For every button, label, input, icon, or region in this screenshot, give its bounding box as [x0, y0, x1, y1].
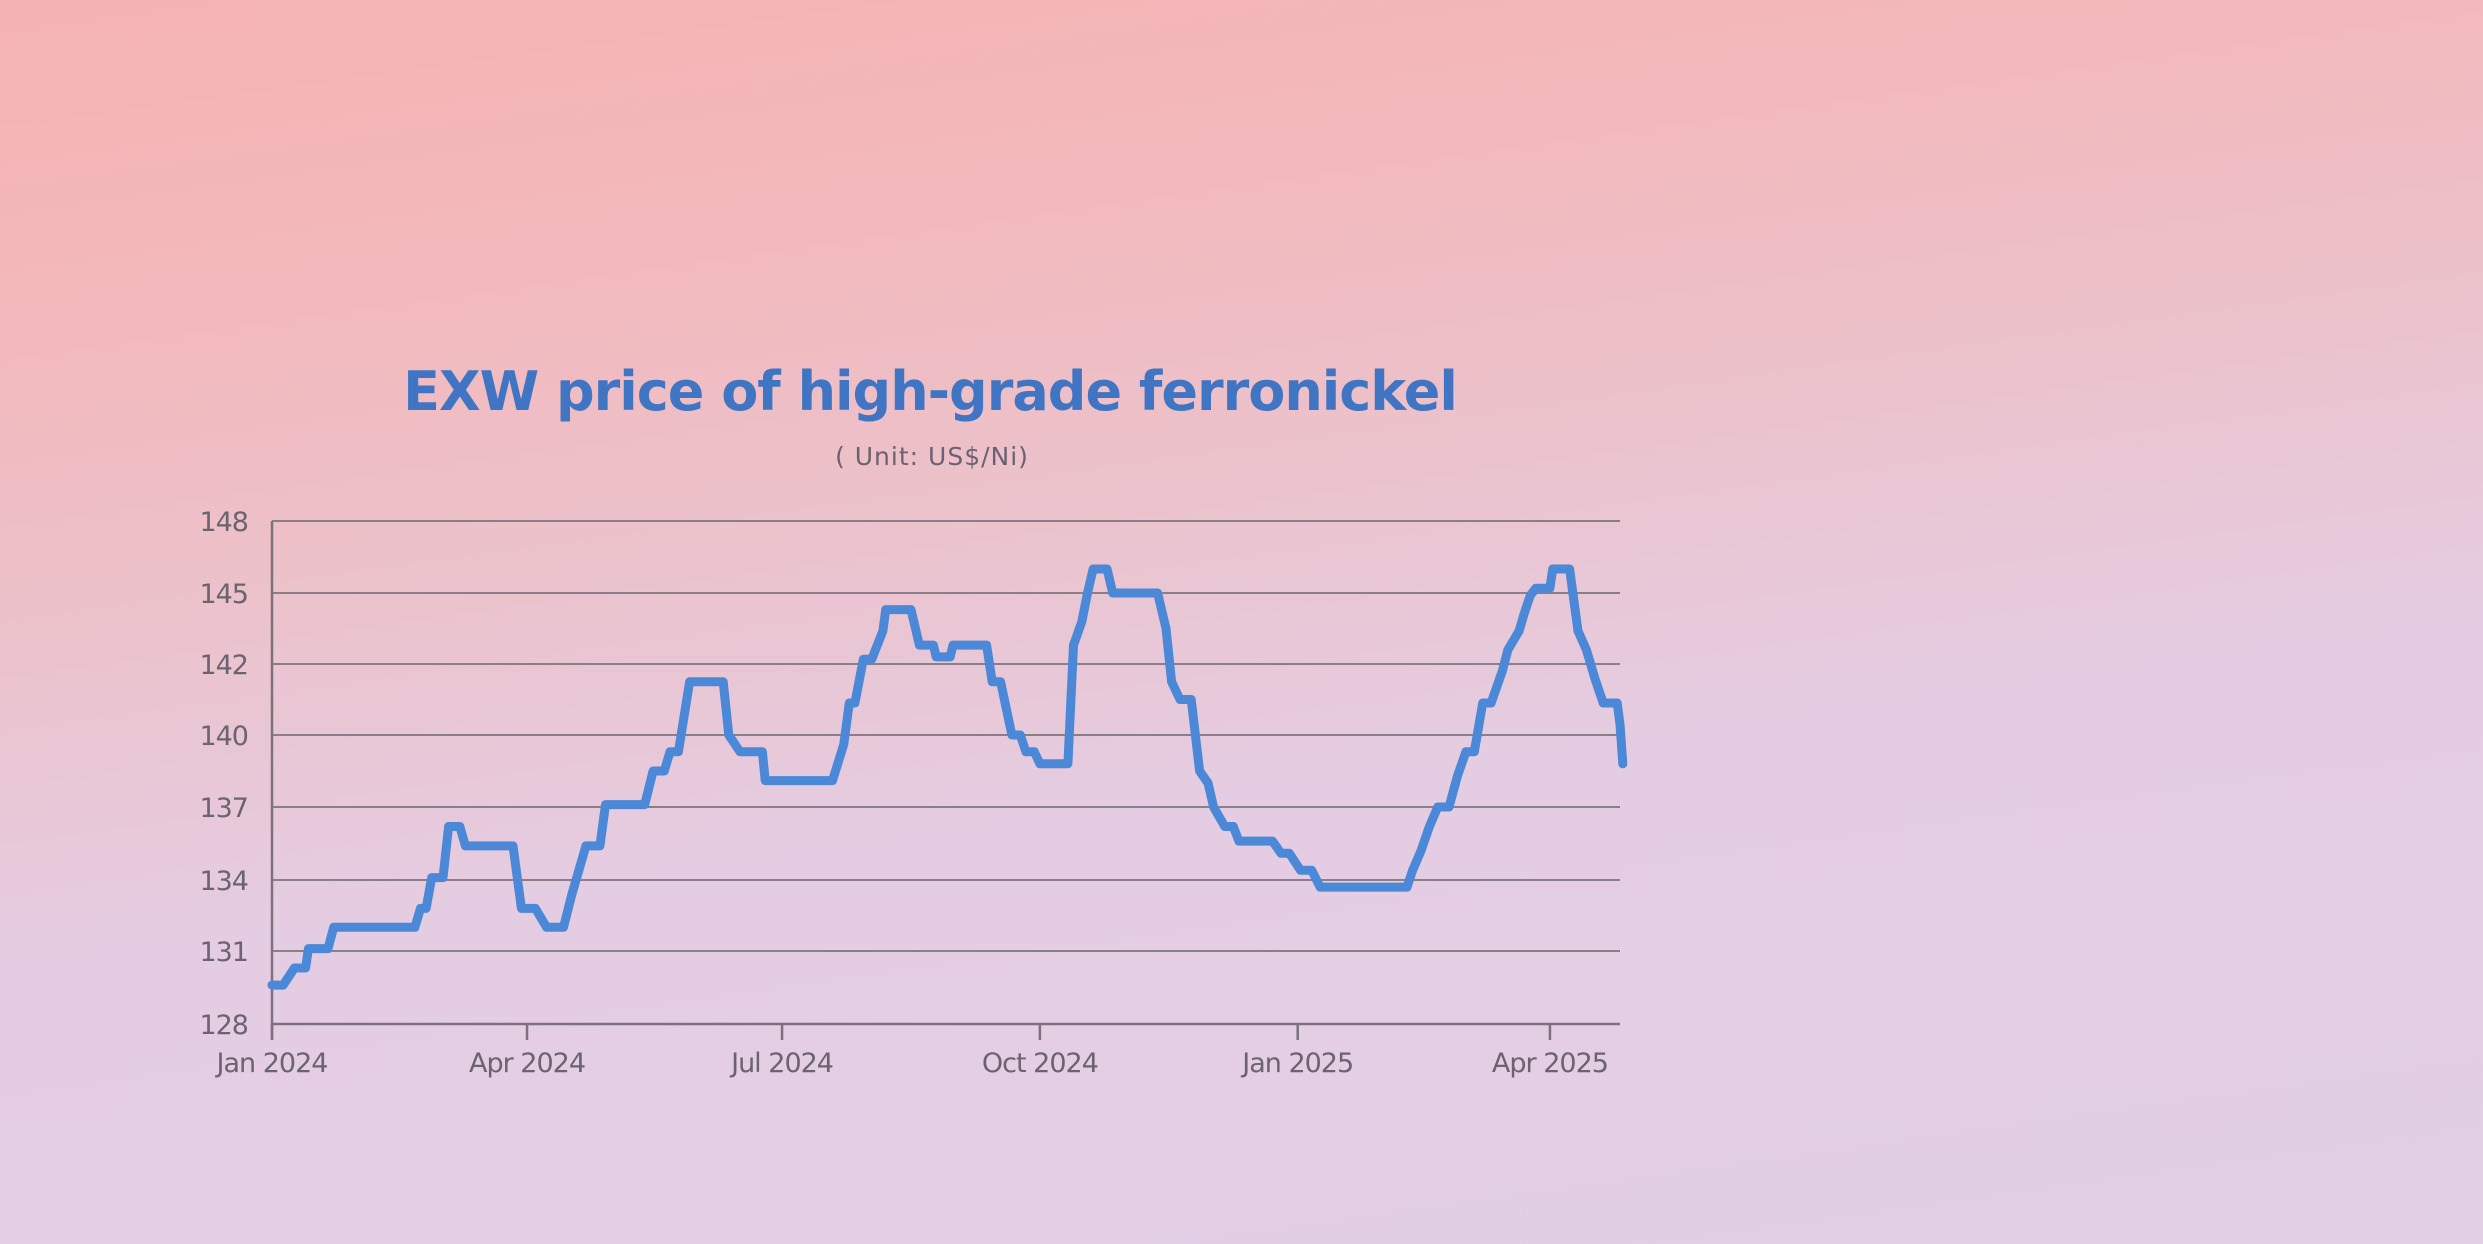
series-layer	[267, 564, 1628, 990]
x-tick-label: Jan 2024	[215, 1048, 328, 1079]
y-tick-label: 128	[199, 1010, 248, 1041]
y-tick-label: 131	[199, 937, 248, 968]
y-tick-label: 142	[199, 650, 248, 681]
gridlines	[272, 520, 1620, 952]
y-tick-label: 145	[199, 579, 248, 610]
y-axis-tick-labels: 128 131 134 137 140 142 145 148	[199, 507, 249, 1041]
y-tick-label: 140	[199, 721, 248, 752]
x-tick-label: Apr 2025	[1492, 1048, 1608, 1079]
x-tick-label: Oct 2024	[982, 1048, 1098, 1079]
y-tick-label: 148	[199, 507, 248, 538]
y-tick-label: 134	[199, 866, 248, 897]
chart-subtitle: ( Unit: US$/Ni)	[835, 442, 1029, 471]
series-line-0	[267, 564, 1628, 990]
x-tick-label: Apr 2024	[469, 1048, 585, 1079]
chart-title: EXW price of high-grade ferronickel	[403, 360, 1457, 423]
x-tick-label: Jan 2025	[1240, 1048, 1353, 1079]
x-axis-tick-labels: Jan 2024 Apr 2024 Jul 2024 Oct 2024 Jan 2025…	[215, 1048, 1609, 1079]
axes	[270, 521, 1620, 1040]
y-tick-label: 137	[199, 793, 248, 824]
x-tick-label: Jul 2024	[729, 1048, 833, 1079]
